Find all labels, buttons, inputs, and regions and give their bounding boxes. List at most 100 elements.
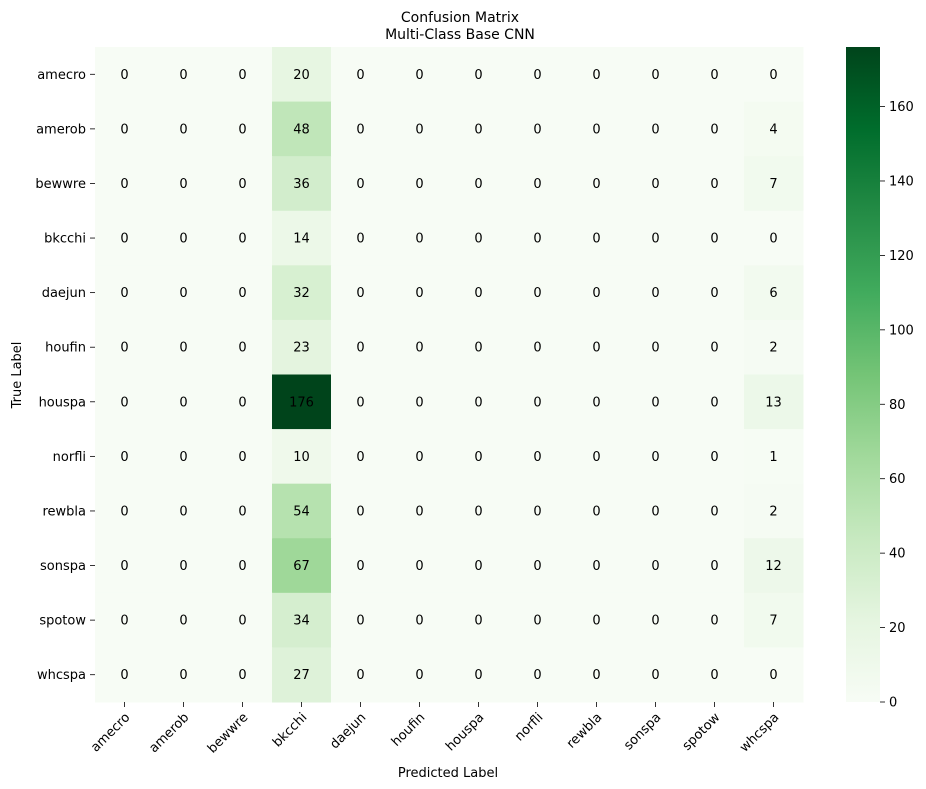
heatmap-cell: [626, 265, 686, 321]
cell-value: 0: [533, 504, 541, 519]
heatmap-cells: [95, 47, 804, 703]
heatmap-cell: [626, 429, 686, 485]
heatmap-cell: [567, 265, 627, 321]
x-tick-label: sonspa: [621, 710, 664, 753]
heatmap-cell: [390, 429, 450, 485]
y-tick-label: daejun: [42, 286, 86, 301]
heatmap-cell: [449, 647, 509, 703]
heatmap-cell: [390, 210, 450, 266]
heatmap-cell: [508, 210, 568, 266]
heatmap-cell: [390, 319, 450, 375]
cell-value: 0: [533, 232, 541, 247]
cell-value: 0: [120, 614, 128, 629]
heatmap-cell: [508, 592, 568, 648]
cell-value: 0: [179, 450, 187, 465]
heatmap-cell: [272, 210, 332, 266]
heatmap-cell: [626, 483, 686, 539]
heatmap-cell: [626, 47, 686, 103]
heatmap-cell: [744, 101, 804, 157]
cell-value: 27: [293, 668, 310, 683]
heatmap-cell: [390, 374, 450, 430]
heatmap-cell: [331, 101, 391, 157]
heatmap-cell: [744, 374, 804, 430]
x-tick-label: amecro: [88, 710, 133, 755]
heatmap-cell: [272, 47, 332, 103]
cell-value: 0: [356, 504, 364, 519]
heatmap-cell: [567, 101, 627, 157]
cell-value: 0: [651, 177, 659, 192]
cell-value: 0: [474, 395, 482, 410]
cell-value: 0: [533, 122, 541, 137]
cell-value: 0: [415, 341, 423, 356]
cell-value: 0: [120, 395, 128, 410]
cell-value: 0: [474, 286, 482, 301]
heatmap-cell: [154, 210, 214, 266]
cell-value: 54: [293, 504, 310, 519]
x-tick-label: rewbla: [564, 710, 605, 751]
heatmap-cell: [154, 319, 214, 375]
colorbar-tick-label: 100: [889, 323, 914, 338]
heatmap-cell: [213, 429, 273, 485]
heatmap-cell: [213, 47, 273, 103]
colorbar-tick-label: 0: [889, 696, 897, 711]
heatmap-cell: [508, 47, 568, 103]
heatmap-cell: [449, 319, 509, 375]
cell-value: 23: [293, 341, 310, 356]
x-axis-ticks: amecro amerob bewwre bkcchi daejun houfin hous…: [88, 702, 782, 757]
heatmap-cell: [626, 538, 686, 594]
heatmap-cell: [685, 156, 745, 212]
heatmap-cell: [331, 647, 391, 703]
heatmap-cell: [449, 265, 509, 321]
cell-value: 0: [474, 122, 482, 137]
cell-value: 36: [293, 177, 310, 192]
cell-value: 7: [769, 177, 777, 192]
colorbar-ticks: 0 20 40 60 80 100 120 140 160: [880, 100, 914, 711]
cell-value: 0: [769, 232, 777, 247]
cell-value: 0: [651, 395, 659, 410]
cell-value: 0: [238, 395, 246, 410]
heatmap-cell: [685, 483, 745, 539]
cell-value: 0: [710, 504, 718, 519]
heatmap-cell: [213, 538, 273, 594]
cell-value: 0: [651, 232, 659, 247]
cell-value: 34: [293, 614, 310, 629]
heatmap-cell: [154, 265, 214, 321]
cell-value: 0: [238, 559, 246, 574]
cell-value: 0: [415, 504, 423, 519]
heatmap-cell: [272, 483, 332, 539]
cell-value: 10: [293, 450, 310, 465]
heatmap-cell: [154, 647, 214, 703]
heatmap-cell: [744, 210, 804, 266]
cell-value: 0: [120, 559, 128, 574]
cell-value: 14: [293, 232, 310, 247]
cell-value: 0: [651, 614, 659, 629]
cell-value: 0: [415, 232, 423, 247]
heatmap-cell: [685, 592, 745, 648]
heatmap-cell: [390, 265, 450, 321]
heatmap-cell: [626, 319, 686, 375]
heatmap-cell: [508, 483, 568, 539]
cell-value: 0: [533, 286, 541, 301]
y-tick-label: houspa: [39, 395, 86, 410]
heatmap-cell: [95, 47, 155, 103]
cell-value: 0: [179, 504, 187, 519]
heatmap-cell: [508, 156, 568, 212]
heatmap-cell: [626, 592, 686, 648]
cell-value: 0: [651, 450, 659, 465]
heatmap-cell: [390, 156, 450, 212]
cell-value: 0: [120, 668, 128, 683]
heatmap-cell: [213, 374, 273, 430]
heatmap-cell: [744, 483, 804, 539]
cell-value: 0: [179, 232, 187, 247]
cell-value: 0: [179, 668, 187, 683]
heatmap-cell: [154, 156, 214, 212]
cell-value: 0: [769, 668, 777, 683]
heatmap-cell: [508, 319, 568, 375]
heatmap-cell: [626, 374, 686, 430]
cell-value: 0: [238, 341, 246, 356]
heatmap-cell: [331, 265, 391, 321]
heatmap-cell: [213, 647, 273, 703]
heatmap-cell: [449, 47, 509, 103]
heatmap-cell: [567, 47, 627, 103]
cell-value: 0: [415, 450, 423, 465]
